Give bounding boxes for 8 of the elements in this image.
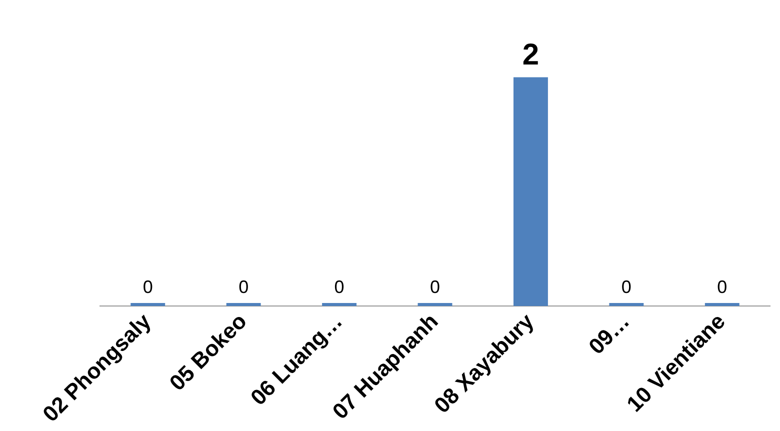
data-label: 0 bbox=[238, 277, 249, 298]
data-label: 0 bbox=[717, 277, 728, 298]
data-label: 2 bbox=[522, 38, 540, 72]
data-label: 0 bbox=[621, 277, 632, 298]
x-tick-label: 09… bbox=[584, 308, 634, 360]
data-label: 0 bbox=[334, 277, 344, 298]
data-label: 0 bbox=[430, 277, 440, 298]
data-label: 0 bbox=[142, 277, 153, 298]
